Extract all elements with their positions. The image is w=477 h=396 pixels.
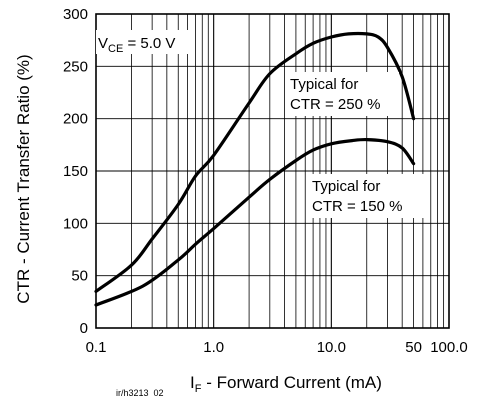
y-tick-label: 250 — [63, 58, 88, 75]
series-1-point — [401, 147, 403, 149]
series-0-point — [269, 72, 271, 75]
series-0-point — [177, 203, 180, 206]
svg-text:Typical for: Typical for — [290, 76, 358, 93]
series-label-250: Typical for CTR = 250 % — [287, 72, 399, 116]
series-label-150: Typical for CTR = 150 % — [309, 174, 427, 218]
series-0-point — [312, 42, 314, 45]
svg-text:CTR = 250 %: CTR = 250 % — [290, 96, 380, 113]
plot-frame — [95, 13, 450, 329]
y-tick-label: 150 — [63, 163, 88, 180]
series-1-point — [312, 149, 314, 151]
x-tick-label: 10.0 — [317, 339, 346, 356]
series-0-point — [212, 154, 215, 157]
svg-text:Typical for: Typical for — [312, 178, 380, 195]
series-0-point — [401, 76, 403, 78]
series-1-point — [95, 304, 97, 306]
series-0-point — [330, 36, 333, 38]
tick-labels: 0 50 100 150 200 250 300 0.1 1.0 10.0 50 100.0 — [63, 6, 468, 356]
series-0-point — [412, 117, 415, 120]
series-line-1 — [94, 137, 416, 307]
series-0-point — [248, 102, 250, 104]
figure-code: ir/h3213_02 — [116, 388, 164, 396]
x-tick-label: 0.1 — [86, 339, 107, 356]
series-0-point — [151, 238, 153, 240]
series-1-point — [269, 178, 271, 181]
series-1-point — [295, 159, 297, 162]
svg-text:VCE = 5.0 V: VCE = 5.0 V — [98, 35, 175, 55]
series-0-point — [377, 36, 379, 38]
y-axis-title: CTR - Current Transfer Ratio (%) — [14, 54, 33, 303]
grid — [96, 14, 449, 328]
series-1-point — [212, 227, 215, 230]
x-tick-label: 50 — [405, 339, 422, 356]
series-1-point — [365, 138, 368, 141]
series-0-point — [347, 33, 350, 35]
series-0-point — [130, 264, 133, 267]
series-0-point — [386, 46, 389, 49]
y-tick-label: 100 — [63, 215, 88, 232]
series-1-point — [177, 259, 180, 261]
series-1-point — [330, 142, 333, 145]
x-axis-title: IF - Forward Current (mA) — [190, 373, 382, 395]
series-1-point — [412, 162, 415, 165]
series-layer — [94, 31, 416, 307]
series-1-point — [142, 285, 144, 287]
svg-text:CTR = 150 %: CTR = 150 % — [312, 198, 402, 215]
series-1-point — [386, 140, 389, 143]
x-tick-label: 1.0 — [203, 339, 224, 356]
series-1-point — [351, 139, 353, 142]
y-tick-label: 0 — [80, 320, 88, 337]
series-0-point — [95, 290, 97, 293]
y-tick-label: 50 — [71, 268, 88, 285]
x-tick-label: 100.0 — [430, 339, 468, 356]
series-0-point — [194, 175, 197, 178]
series-0-point — [295, 52, 297, 55]
y-tick-label: 300 — [63, 6, 88, 23]
series-1-point — [248, 196, 250, 198]
series-0-point — [365, 33, 368, 35]
y-tick-label: 200 — [63, 111, 88, 128]
series-1-point — [194, 243, 197, 246]
condition-label: VCE = 5.0 V — [96, 30, 190, 55]
